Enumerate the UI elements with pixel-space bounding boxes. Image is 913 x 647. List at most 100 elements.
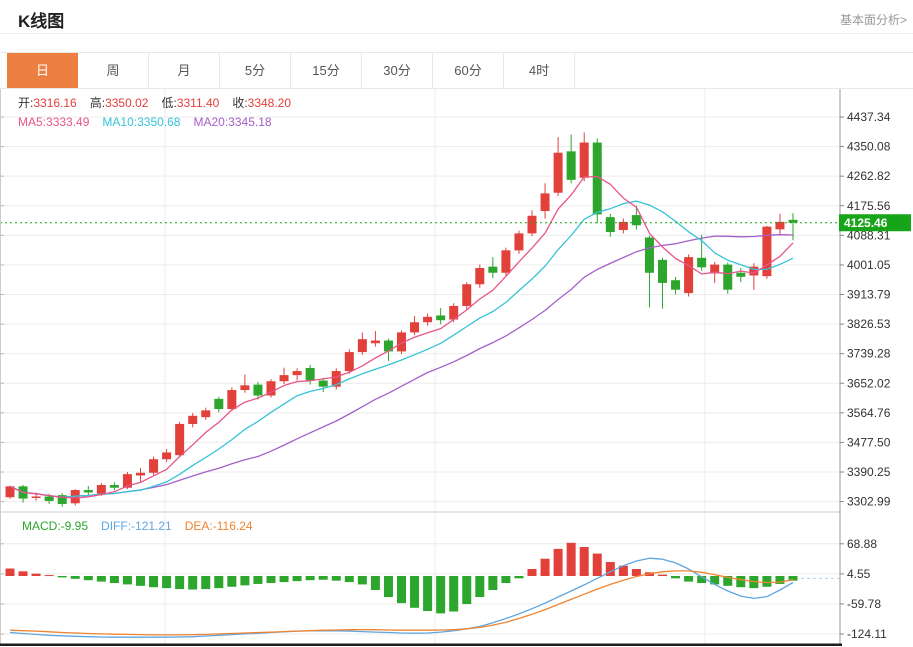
readout-label: MA5: (18, 115, 47, 129)
candle-body (749, 266, 759, 276)
candle-body (240, 385, 250, 391)
candle-body (175, 423, 185, 456)
candle-body (122, 474, 132, 488)
y-tick-label: 3913.79 (847, 288, 891, 302)
page-title: K线图 (18, 12, 65, 31)
candle-body (658, 259, 667, 283)
candle-body (331, 371, 341, 387)
candle-body (592, 142, 602, 215)
readout-label: 开: (18, 96, 34, 110)
interval-tab-0[interactable]: 日 (7, 53, 78, 88)
interval-tab-7[interactable]: 4时 (504, 53, 575, 88)
candle-body (631, 215, 641, 226)
candle-body (618, 221, 628, 231)
gridlines (0, 88, 840, 644)
macd-bar (631, 568, 641, 576)
candle-body (162, 452, 172, 460)
interval-tab-1[interactable]: 周 (78, 53, 149, 88)
macd-bar (136, 576, 145, 586)
macd-bar (292, 576, 302, 582)
macd-bar (96, 576, 106, 582)
candle-body (149, 459, 159, 473)
candle-body (540, 193, 550, 212)
candle-body (188, 415, 198, 424)
macd-bar (788, 576, 798, 581)
macd-bar (18, 571, 28, 576)
candle-body (723, 264, 733, 290)
candle-body (527, 215, 537, 234)
macd-bar (31, 573, 41, 576)
macd-bar (5, 568, 15, 576)
y-tick-label: 3302.99 (847, 495, 891, 509)
bottom-border (0, 643, 842, 646)
candle-body (644, 237, 654, 273)
macd-bar (357, 576, 367, 585)
candle-body (449, 305, 459, 320)
candle-body (214, 398, 224, 410)
readout-value: -116.24 (212, 519, 253, 533)
candle-body (475, 267, 485, 285)
candle-body (83, 490, 93, 493)
macd-bar (592, 553, 602, 576)
macd-bar (723, 576, 733, 586)
ma-lines (9, 175, 794, 499)
macd-bar (122, 576, 132, 585)
candle-body (96, 484, 106, 494)
interval-tab-3[interactable]: 5分 (220, 53, 291, 88)
interval-tab-6[interactable]: 60分 (433, 53, 504, 88)
macd-bar (214, 576, 224, 589)
macd-row-segment: MACD:-9.95 (22, 519, 88, 533)
interval-tab-4[interactable]: 15分 (291, 53, 362, 88)
candle-body (671, 280, 681, 290)
dea-line (9, 570, 794, 636)
macd-bar (344, 576, 354, 583)
y-tick-label: 3477.50 (847, 435, 891, 449)
fundamental-analysis-link[interactable]: 基本面分析> (839, 13, 907, 27)
macd-bar (253, 576, 263, 584)
macd-bar (70, 576, 80, 579)
y-tick-label: 3739.28 (847, 347, 891, 361)
macd-bar (83, 576, 93, 581)
interval-tab-5[interactable]: 30分 (362, 53, 433, 88)
y-tick-label: 4262.82 (847, 169, 891, 183)
macd-bar (149, 576, 159, 588)
macd-bar (488, 576, 498, 591)
macd-bar (423, 576, 433, 612)
y-tick-label: 3826.53 (847, 317, 891, 331)
candle-body (357, 339, 367, 353)
candle-body (383, 340, 393, 352)
macd-bar (331, 576, 341, 581)
candle-body (697, 257, 707, 268)
readout-label: DEA: (184, 519, 213, 533)
macd-readout: MACD:-9.95 DIFF:-121.21 DEA:-116.24 (22, 519, 266, 533)
macd-bar (501, 576, 511, 584)
candle-body (775, 221, 785, 230)
ohlc-row-segment: 开:3316.16 (18, 96, 77, 110)
interval-tabbar: 日周月 5分 15分 30分 60分 4时 (0, 52, 913, 89)
readout-value: 3345.18 (228, 115, 272, 129)
ohlc-row-segment: 高:3350.02 (90, 96, 149, 110)
interval-tab-2[interactable]: 月 (149, 53, 220, 88)
candle-body (462, 284, 472, 306)
y-tick-label: 3652.02 (847, 376, 891, 390)
candle-body (762, 226, 772, 277)
macd-bar (397, 576, 406, 604)
macd-bar (710, 576, 720, 585)
candle-body (514, 233, 524, 251)
header: K线图 基本面分析> (0, 0, 913, 34)
ma-readout: MA5:3333.49 MA10:3350.68 MA20:3345.18 (18, 115, 285, 129)
macd-bar (579, 547, 589, 576)
readout-value: 3348.20 (247, 96, 292, 110)
y-tick-label: 4175.56 (847, 199, 891, 213)
y-tick-label: 4088.31 (847, 228, 891, 242)
candle-body (305, 368, 315, 381)
macd-bar (462, 576, 472, 605)
macd-bar (527, 568, 537, 576)
candle-body (266, 381, 276, 396)
current-price-badge: 4125.46 (839, 214, 911, 232)
candle-body (201, 410, 211, 418)
macd-bar (436, 576, 446, 614)
macd-bar (240, 576, 250, 586)
y-tick-label: -59.78 (847, 597, 881, 611)
